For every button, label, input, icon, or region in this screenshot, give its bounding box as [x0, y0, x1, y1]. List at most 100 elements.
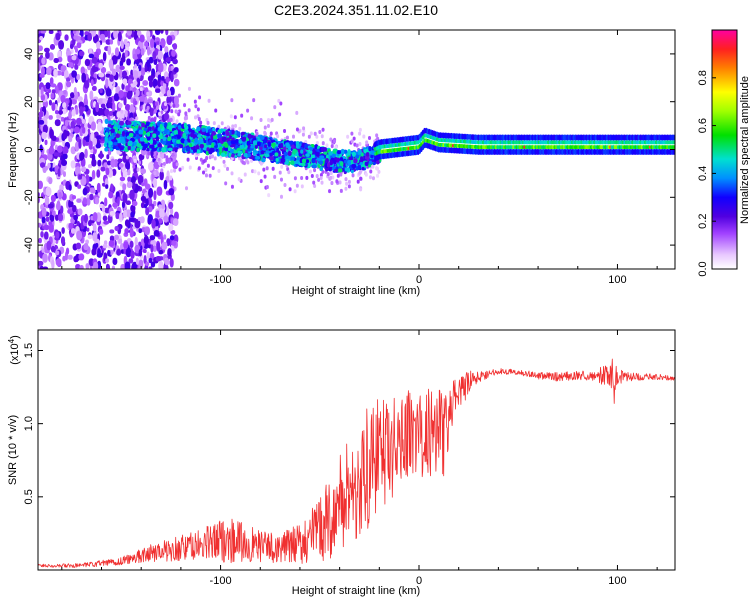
spectrogram-cell — [368, 146, 372, 152]
spectrogram-cell — [357, 164, 362, 170]
spectrogram-cell — [233, 115, 237, 120]
spectrogram-cell — [156, 242, 161, 252]
spectrogram-cell — [255, 155, 261, 160]
spectrogram-cell — [64, 119, 69, 127]
spectrogram-cell — [109, 39, 114, 45]
spectrogram-cell — [158, 112, 162, 117]
spectrogram-cell — [173, 218, 179, 227]
spectrogram-cell — [127, 121, 132, 125]
spectrogram-cell — [337, 168, 343, 173]
spectrogram-cell — [73, 86, 77, 97]
spectrogram-cell — [38, 149, 41, 158]
spectrogram-cell — [289, 140, 294, 146]
spectrogram-cell — [166, 205, 170, 216]
spectrogram-cell — [130, 176, 136, 184]
spectrogram-cell — [127, 146, 131, 151]
spectrogram-cell — [231, 153, 235, 158]
spectrogram-cell — [271, 142, 276, 148]
spectrogram-cell — [247, 133, 252, 139]
spectrogram-cell — [132, 70, 139, 79]
spectrogram-cell — [105, 167, 110, 176]
spectrogram-cell — [368, 135, 372, 140]
spectrogram-cell — [296, 156, 301, 161]
spectrogram-cell — [55, 231, 60, 239]
spectrogram-cell — [318, 129, 322, 134]
spectrogram-cell — [38, 180, 43, 190]
spectrogram-cell — [73, 35, 78, 40]
spectrogram-cell — [80, 176, 87, 186]
spectrogram-cell — [90, 189, 96, 194]
spectrogram-cell — [147, 75, 154, 82]
spectrogram-cell — [164, 46, 169, 53]
spectrogram-cell — [137, 174, 144, 185]
spectrogram-cell — [312, 148, 316, 154]
spectrogram-cell — [166, 89, 171, 98]
spectrogram-cell — [121, 131, 126, 137]
spectrogram-cell — [353, 158, 358, 164]
spectrogram-cell — [179, 144, 184, 149]
spectrogram-cell — [143, 242, 149, 249]
spectrogram-cell — [91, 56, 98, 64]
spectrogram-cell — [155, 210, 161, 218]
spectrogram-cell — [75, 107, 79, 115]
spectrogram-cell — [168, 201, 174, 210]
spectrogram-cell — [319, 155, 325, 160]
spectrogram-cell — [313, 131, 317, 136]
spectrogram-cell — [108, 141, 113, 146]
spectrogram-cell — [141, 122, 145, 128]
spectrogram-cell — [126, 181, 133, 188]
spectrogram-cell — [65, 50, 72, 56]
spectrogram-cell — [257, 141, 261, 147]
snr-xtick-label: 100 — [608, 575, 626, 587]
spectrogram-cell — [343, 149, 348, 154]
spectrogram-cell — [309, 131, 313, 136]
spectrogram-cell — [334, 168, 338, 173]
spectrogram-cell — [250, 116, 254, 121]
spectrogram-cell — [161, 76, 165, 81]
spectrogram-cell — [148, 187, 154, 198]
spectrogram-ylabel: Frequency (Hz) — [7, 112, 19, 188]
spectrogram-cell — [359, 176, 363, 181]
spectrogram-cell — [106, 264, 111, 269]
spectrogram-cell — [360, 156, 364, 162]
spectrogram-cell — [169, 169, 173, 174]
spectrogram-cell — [53, 152, 59, 157]
spectrogram-cell — [91, 85, 97, 92]
spectrogram-cell — [41, 57, 46, 65]
spectrogram-cell — [51, 102, 56, 112]
spectrogram-cell — [150, 38, 155, 48]
spectrogram-cell — [170, 229, 176, 235]
spectrogram-cell — [173, 95, 179, 106]
spectrogram-cell — [152, 245, 158, 252]
spectrogram-cell — [63, 69, 69, 80]
spectrogram-cell — [160, 40, 166, 46]
spectrogram-cell — [103, 220, 109, 225]
spectrogram-cell — [102, 215, 108, 222]
spectrogram-cell — [41, 216, 46, 224]
spectrogram-cell — [210, 135, 214, 141]
spectrogram-cell — [281, 154, 285, 160]
spectrogram-cell — [171, 152, 175, 157]
spectrogram-cell — [192, 148, 197, 153]
spectrogram-cell — [307, 134, 311, 139]
spectrogram-cell — [79, 152, 84, 161]
spectrogram-cell — [86, 194, 91, 199]
spectrogram-cell — [174, 147, 178, 153]
spectrogram-cell — [257, 171, 261, 176]
spectrogram-cell — [138, 249, 143, 257]
spectrogram-cell — [247, 153, 251, 158]
spectrogram-cell — [118, 127, 124, 132]
spectrogram-cell — [175, 119, 179, 124]
spectrogram-cell — [252, 140, 258, 145]
spectrogram-ticks: -100 0 100 -40 -20 0 20 40 — [23, 30, 675, 286]
chart-title: C2E3.2024.351.11.02.E10 — [274, 2, 438, 18]
spectrogram-cell — [39, 144, 43, 153]
spectrogram-cell — [320, 180, 324, 185]
spectrogram-cell — [78, 253, 85, 261]
spectrogram-cell — [109, 235, 115, 242]
spectrogram-cell — [100, 166, 106, 172]
spectrogram-cell — [321, 127, 325, 132]
spectrogram-cell — [107, 102, 113, 109]
spectrogram-ytick-label: 20 — [23, 96, 35, 108]
spectrogram-cell — [39, 36, 44, 41]
